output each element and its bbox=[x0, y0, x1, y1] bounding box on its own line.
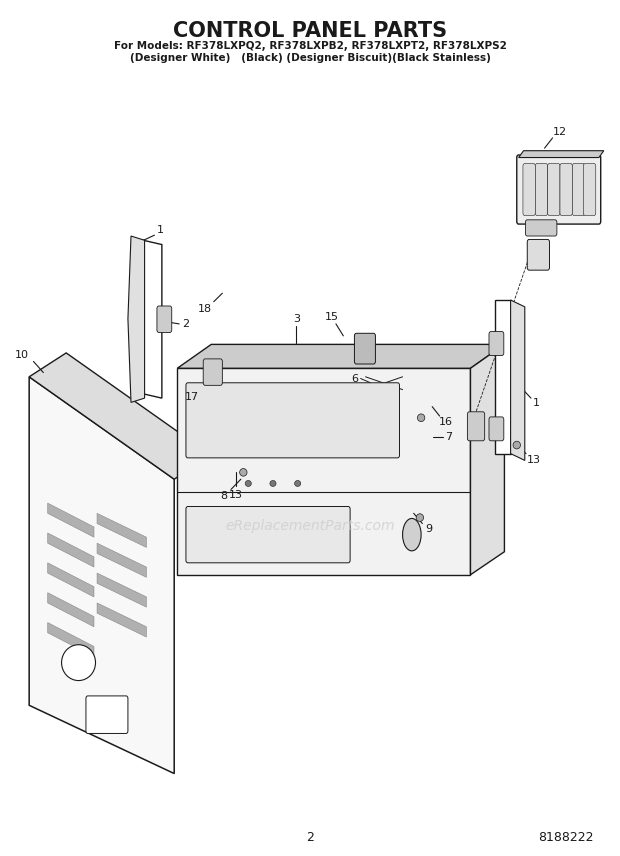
Polygon shape bbox=[518, 151, 604, 158]
Text: 17: 17 bbox=[184, 392, 198, 402]
Ellipse shape bbox=[294, 480, 301, 486]
Polygon shape bbox=[29, 353, 211, 479]
FancyBboxPatch shape bbox=[523, 163, 535, 216]
Text: CONTROL PANEL PARTS: CONTROL PANEL PARTS bbox=[173, 21, 447, 41]
FancyBboxPatch shape bbox=[157, 306, 172, 332]
FancyBboxPatch shape bbox=[186, 507, 350, 562]
Ellipse shape bbox=[402, 519, 421, 551]
FancyBboxPatch shape bbox=[547, 163, 560, 216]
FancyBboxPatch shape bbox=[86, 696, 128, 734]
Polygon shape bbox=[471, 344, 505, 574]
Ellipse shape bbox=[240, 468, 247, 476]
Polygon shape bbox=[511, 300, 525, 461]
Ellipse shape bbox=[513, 441, 520, 449]
Polygon shape bbox=[177, 344, 505, 368]
Polygon shape bbox=[48, 503, 94, 538]
Text: 10: 10 bbox=[15, 349, 29, 360]
Ellipse shape bbox=[270, 480, 276, 486]
Text: 13: 13 bbox=[535, 155, 549, 165]
FancyBboxPatch shape bbox=[203, 359, 223, 385]
Text: 15: 15 bbox=[325, 312, 339, 322]
Polygon shape bbox=[48, 562, 94, 597]
Text: 16: 16 bbox=[439, 417, 453, 427]
Text: 1: 1 bbox=[157, 225, 164, 235]
FancyBboxPatch shape bbox=[572, 163, 585, 216]
Polygon shape bbox=[97, 603, 146, 637]
Text: 2: 2 bbox=[508, 348, 515, 359]
FancyBboxPatch shape bbox=[467, 412, 485, 441]
Text: 8188222: 8188222 bbox=[538, 831, 594, 844]
Polygon shape bbox=[143, 241, 162, 398]
Text: 12: 12 bbox=[553, 127, 567, 137]
Text: 6: 6 bbox=[351, 373, 358, 383]
Polygon shape bbox=[97, 514, 146, 548]
FancyBboxPatch shape bbox=[355, 333, 376, 364]
Ellipse shape bbox=[417, 414, 425, 422]
Text: 8: 8 bbox=[220, 491, 227, 502]
Text: 9: 9 bbox=[425, 524, 432, 533]
Text: 13: 13 bbox=[229, 490, 243, 500]
Ellipse shape bbox=[416, 514, 423, 521]
Text: 7: 7 bbox=[445, 431, 453, 442]
Polygon shape bbox=[97, 544, 146, 577]
Polygon shape bbox=[48, 592, 94, 627]
FancyBboxPatch shape bbox=[186, 383, 399, 458]
FancyBboxPatch shape bbox=[560, 163, 572, 216]
FancyBboxPatch shape bbox=[489, 417, 504, 441]
Text: 1: 1 bbox=[533, 398, 539, 408]
Text: For Models: RF378LXPQ2, RF378LXPB2, RF378LXPT2, RF378LXPS2: For Models: RF378LXPQ2, RF378LXPB2, RF37… bbox=[113, 41, 507, 51]
Polygon shape bbox=[128, 236, 144, 402]
FancyBboxPatch shape bbox=[535, 163, 547, 216]
Polygon shape bbox=[29, 377, 174, 774]
Text: 4: 4 bbox=[540, 261, 547, 270]
Text: eReplacementParts.com: eReplacementParts.com bbox=[225, 519, 395, 533]
Ellipse shape bbox=[245, 480, 251, 486]
Text: 18: 18 bbox=[198, 304, 212, 313]
Text: 3: 3 bbox=[293, 314, 300, 324]
Polygon shape bbox=[495, 300, 511, 454]
Polygon shape bbox=[48, 622, 94, 657]
Text: 2: 2 bbox=[306, 831, 314, 844]
Text: 5: 5 bbox=[504, 342, 511, 352]
Ellipse shape bbox=[61, 645, 95, 681]
Polygon shape bbox=[97, 573, 146, 607]
FancyBboxPatch shape bbox=[527, 240, 549, 270]
Text: 13: 13 bbox=[526, 455, 541, 465]
FancyBboxPatch shape bbox=[516, 155, 601, 224]
FancyBboxPatch shape bbox=[489, 331, 504, 355]
FancyBboxPatch shape bbox=[525, 220, 557, 236]
Polygon shape bbox=[48, 533, 94, 567]
FancyBboxPatch shape bbox=[583, 163, 596, 216]
Text: (Designer White)   (Black) (Designer Biscuit)(Black Stainless): (Designer White) (Black) (Designer Biscu… bbox=[130, 53, 490, 62]
Text: 2: 2 bbox=[182, 319, 189, 329]
Polygon shape bbox=[177, 368, 471, 574]
